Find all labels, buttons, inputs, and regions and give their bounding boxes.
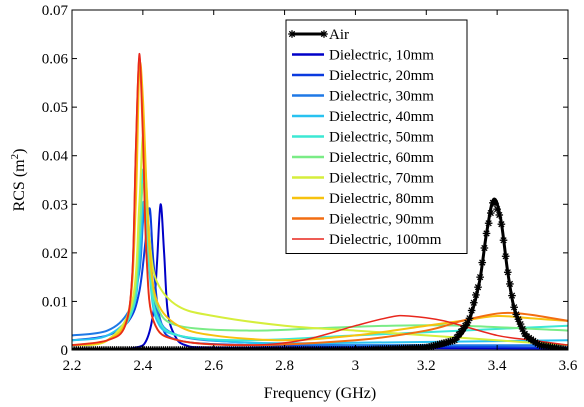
air-marker xyxy=(465,314,474,323)
x-tick-label: 3.2 xyxy=(417,358,436,374)
air-marker xyxy=(469,298,478,307)
x-tick-label: 2.4 xyxy=(133,358,152,374)
x-tick-label: 2.6 xyxy=(204,358,223,374)
air-marker xyxy=(482,229,491,238)
x-tick-label: 3.4 xyxy=(488,358,507,374)
y-axis-label-superscript: 2 xyxy=(9,154,21,160)
legend: Air Dielectric, 10mm Dielectric, 20mm Diele… xyxy=(285,19,468,254)
x-tick-label: 2.8 xyxy=(275,358,294,374)
air-marker xyxy=(472,291,480,299)
y-tick-label: 0.04 xyxy=(42,149,69,165)
x-tick-label: 3 xyxy=(352,358,360,374)
legend-label-10: Dielectric, 100mm xyxy=(329,232,442,248)
legend-label-5: Dielectric, 50mm xyxy=(329,130,434,146)
series-line-10 xyxy=(72,52,568,346)
air-marker xyxy=(503,268,512,277)
air-marker xyxy=(288,30,296,38)
air-marker xyxy=(510,303,518,312)
air-marker xyxy=(480,244,489,252)
air-marker xyxy=(467,306,476,315)
legend-label-9: Dielectric, 90mm xyxy=(329,212,434,228)
air-marker xyxy=(478,258,487,267)
plot-frame xyxy=(71,9,569,351)
air-marker xyxy=(495,211,504,219)
axis-ticks: 2.2 2.4 2.6 2.8 3 3.2 3.4 3.6 0 0.01 0.02 0.03 0.04 0… xyxy=(42,3,578,374)
series-line-6 xyxy=(72,182,568,347)
y-tick-label: 0.03 xyxy=(42,197,68,213)
legend-label-4: Dielectric, 40mm xyxy=(329,109,434,125)
series-line-5 xyxy=(72,168,568,347)
y-tick-label: 0.01 xyxy=(42,294,68,310)
air-marker xyxy=(497,220,506,228)
y-tick-label: 0.05 xyxy=(42,100,68,116)
legend-label-8: Dielectric, 80mm xyxy=(329,191,434,207)
air-marker xyxy=(474,283,482,291)
legend-label-6: Dielectric, 60mm xyxy=(329,150,434,166)
y-axis-label-close: ) xyxy=(11,149,28,154)
y-tick-label: 0 xyxy=(61,343,69,359)
air-marker xyxy=(506,280,514,288)
air-marker xyxy=(491,199,499,208)
legend-label-2: Dielectric, 20mm xyxy=(329,68,434,84)
legend-label-0: Air xyxy=(329,27,349,43)
air-marker xyxy=(484,219,493,228)
y-tick-label: 0.02 xyxy=(42,246,68,262)
air-marker xyxy=(476,273,484,281)
y-tick-label: 0.06 xyxy=(42,52,69,68)
air-marker xyxy=(493,205,501,213)
y-tick-label: 0.07 xyxy=(42,3,69,19)
air-marker xyxy=(499,236,508,245)
air-marker xyxy=(320,30,328,38)
air-marker xyxy=(486,209,495,217)
legend-label-7: Dielectric, 70mm xyxy=(329,171,434,187)
x-tick-label: 3.6 xyxy=(559,358,578,374)
x-tick-label: 2.2 xyxy=(63,358,82,374)
x-axis-label: Frequency (GHz) xyxy=(264,385,376,402)
legend-label-3: Dielectric, 30mm xyxy=(329,89,434,105)
air-marker xyxy=(508,291,516,300)
legend-label-1: Dielectric, 10mm xyxy=(329,48,434,64)
air-marker xyxy=(501,252,510,261)
series-line-7 xyxy=(72,135,568,347)
y-axis-label: RCS (m2) xyxy=(9,149,28,212)
y-axis-label-main: RCS (m xyxy=(11,159,28,212)
